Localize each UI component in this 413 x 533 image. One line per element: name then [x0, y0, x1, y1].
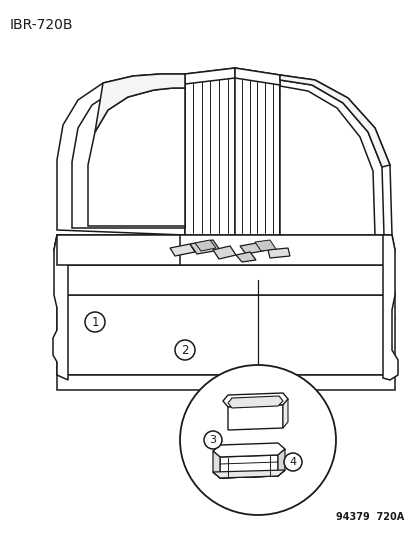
- Polygon shape: [72, 81, 185, 228]
- Circle shape: [85, 312, 105, 332]
- Polygon shape: [254, 240, 275, 251]
- Polygon shape: [279, 75, 389, 167]
- Polygon shape: [228, 396, 282, 408]
- Polygon shape: [57, 265, 394, 295]
- Polygon shape: [95, 74, 185, 132]
- Polygon shape: [279, 80, 383, 235]
- Polygon shape: [240, 242, 267, 254]
- Text: 94379  720A: 94379 720A: [335, 512, 403, 522]
- Polygon shape: [190, 240, 219, 254]
- Polygon shape: [212, 470, 284, 478]
- Circle shape: [283, 453, 301, 471]
- Polygon shape: [282, 399, 287, 428]
- Polygon shape: [88, 88, 185, 226]
- Polygon shape: [277, 449, 284, 476]
- Polygon shape: [382, 235, 397, 380]
- Circle shape: [204, 431, 221, 449]
- Ellipse shape: [180, 365, 335, 515]
- Polygon shape: [53, 235, 68, 380]
- Polygon shape: [57, 235, 180, 265]
- Polygon shape: [57, 375, 394, 390]
- Polygon shape: [212, 470, 284, 478]
- Polygon shape: [267, 248, 289, 258]
- Text: 4: 4: [289, 457, 296, 467]
- Polygon shape: [57, 295, 394, 375]
- Text: 2: 2: [181, 343, 188, 357]
- Polygon shape: [279, 75, 391, 235]
- Text: IBR-720B: IBR-720B: [10, 18, 74, 32]
- Polygon shape: [235, 68, 279, 235]
- Polygon shape: [235, 252, 255, 262]
- Polygon shape: [212, 451, 219, 478]
- Polygon shape: [279, 86, 374, 235]
- Polygon shape: [57, 74, 185, 235]
- Polygon shape: [185, 68, 235, 235]
- Circle shape: [175, 340, 195, 360]
- Polygon shape: [223, 393, 287, 407]
- Polygon shape: [185, 68, 235, 84]
- Polygon shape: [54, 235, 394, 265]
- Text: 3: 3: [209, 435, 216, 445]
- Polygon shape: [235, 68, 279, 85]
- Text: 1: 1: [91, 316, 99, 328]
- Polygon shape: [212, 246, 235, 259]
- Polygon shape: [212, 443, 284, 457]
- Polygon shape: [228, 405, 282, 430]
- Polygon shape: [219, 455, 277, 478]
- Polygon shape: [195, 240, 216, 251]
- Polygon shape: [170, 244, 195, 256]
